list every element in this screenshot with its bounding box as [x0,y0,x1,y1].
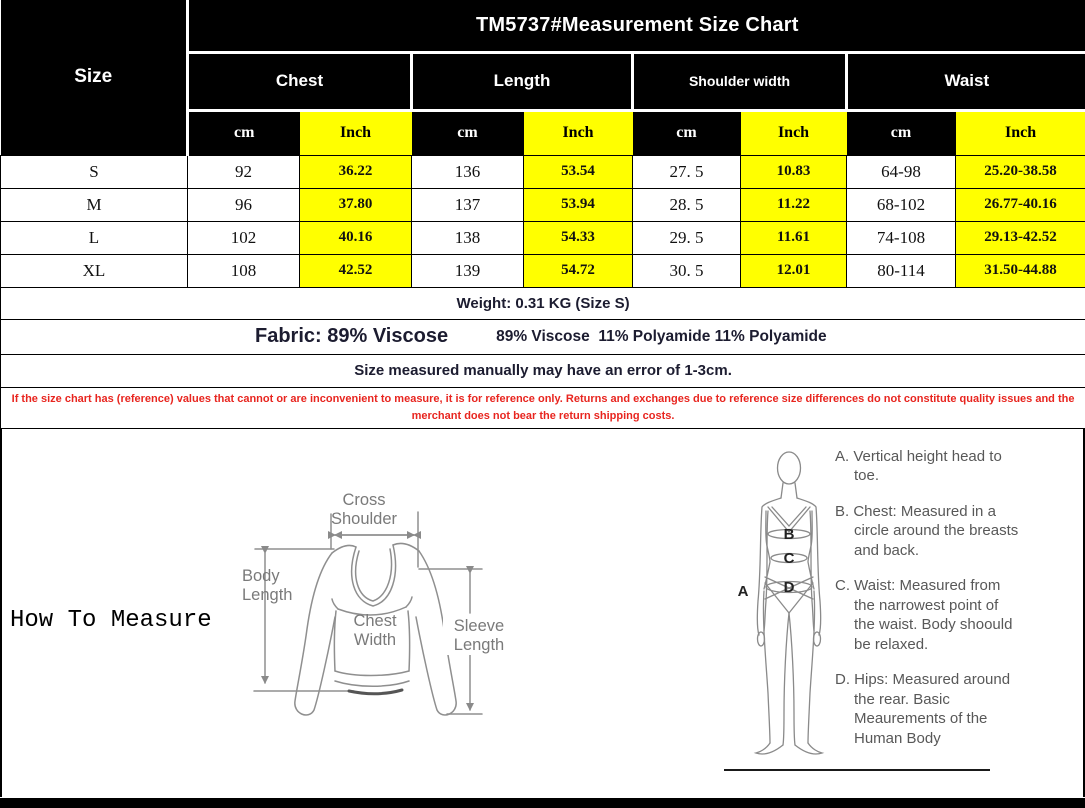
cell-waist-cm: 80-114 [846,253,956,288]
cell-shoulder-cm: 27. 5 [632,154,741,189]
cell-chest-inch: 42.52 [299,253,412,288]
unit-header-cm: cm [846,110,956,155]
measure-instructions: A. Vertical height head to toe. B. Chest… [835,447,1023,765]
cell-chest-cm: 92 [187,154,300,189]
cell-shoulder-inch: 10.83 [740,154,847,189]
cell-shoulder-cm: 28. 5 [632,187,741,222]
cell-waist-inch: 29.13-42.52 [954,220,1085,255]
measurement-size-table: Size TM5737#Measurement Size Chart Chest… [0,0,1085,429]
cell-waist-cm: 74-108 [846,220,956,255]
cell-length-cm: 137 [411,187,524,222]
table-row-l: L 102 40.16 138 54.33 29. 5 11.61 74-108… [0,220,1085,255]
cell-chest-inch: 36.22 [299,154,412,189]
cell-size: XL [0,253,188,288]
cell-waist-inch: 25.20-38.58 [954,154,1085,189]
cell-length-inch: 53.54 [523,154,633,189]
cell-chest-cm: 108 [187,253,300,288]
cell-waist-cm: 64-98 [846,154,956,189]
figure-marker-a: A [738,583,749,600]
cell-length-inch: 54.72 [523,253,633,288]
table-row-s: S 92 36.22 136 53.54 27. 5 10.83 64-98 2… [0,154,1085,189]
cell-shoulder-inch: 12.01 [740,253,847,288]
figure-marker-b: B [784,526,795,543]
group-header-waist: Waist [846,52,1085,112]
garment-measure-diagram-icon [253,510,483,716]
unit-header-cm: cm [632,110,741,155]
cell-shoulder-cm: 29. 5 [632,220,741,255]
instruction-d: D. Hips: Measured around the rear. Basic… [835,671,1011,747]
cell-length-cm: 138 [411,220,524,255]
figure-marker-c: C [784,550,795,567]
group-header-chest: Chest [187,52,413,112]
group-header-length: Length [411,52,634,112]
unit-header-cm: cm [187,110,300,155]
cell-waist-inch: 26.77-40.16 [954,187,1085,222]
tolerance-note: Size measured manually may have an error… [0,353,1085,388]
fabric-detail-text: 89% Viscose 11% Polyamide 11% Polyamide [496,327,827,345]
cell-waist-inch: 31.50-44.88 [954,253,1085,288]
cell-length-cm: 136 [411,154,524,189]
cell-length-inch: 53.94 [523,187,633,222]
sleeve-length-label: Sleeve Length [443,616,515,656]
unit-header-inch: Inch [740,110,847,155]
unit-header-cm: cm [411,110,524,155]
group-header-shoulder-width: Shoulder width [632,52,848,112]
how-to-measure-heading: How To Measure [10,606,212,634]
cell-chest-inch: 37.80 [299,187,412,222]
cell-shoulder-inch: 11.61 [740,220,847,255]
cell-size: L [0,220,188,255]
weight-note: Weight: 0.31 KG (Size S) [0,286,1085,320]
body-length-label: Body Length [242,566,293,604]
fabric-note: Fabric: 89% Viscose 89% Viscose 11% Poly… [0,318,1085,355]
figure-underline [724,768,990,771]
cell-size: M [0,187,188,222]
cell-shoulder-cm: 30. 5 [632,253,741,288]
instruction-b: B. Chest: Measured in a circle around th… [835,502,1019,559]
chart-title: TM5737#Measurement Size Chart [187,0,1085,54]
instruction-a: A. Vertical height head to toe. [835,447,1002,485]
cell-length-inch: 54.33 [523,220,633,255]
instruction-c: C. Waist: Measured from the narrowest po… [835,577,1013,653]
cell-length-cm: 139 [411,253,524,288]
cell-chest-cm: 96 [187,187,300,222]
unit-header-inch: Inch [299,110,412,155]
fabric-main-text: Fabric: 89% Viscose [255,325,449,347]
unit-header-inch: Inch [523,110,633,155]
unit-header-inch: Inch [955,110,1085,155]
table-row-xl: XL 108 42.52 139 54.72 30. 5 12.01 80-11… [0,253,1085,288]
size-column-header: Size [0,0,189,155]
figure-marker-d: D [784,579,795,596]
table-row-m: M 96 37.80 137 53.94 28. 5 11.22 68-102 … [0,187,1085,222]
cell-chest-inch: 40.16 [299,220,412,255]
chest-width-label: Chest Width [353,611,397,649]
bottom-black-bar [0,798,1085,808]
cell-shoulder-inch: 11.22 [740,187,847,222]
cross-shoulder-label: Cross Shoulder [330,490,398,528]
how-to-measure-section: How To Measure [0,428,1085,797]
cell-waist-cm: 68-102 [846,187,956,222]
body-figure-diagram-icon: B C D A [738,450,825,755]
disclaimer-note: If the size chart has (reference) values… [0,386,1085,429]
cell-chest-cm: 102 [187,220,300,255]
cell-size: S [0,154,188,189]
